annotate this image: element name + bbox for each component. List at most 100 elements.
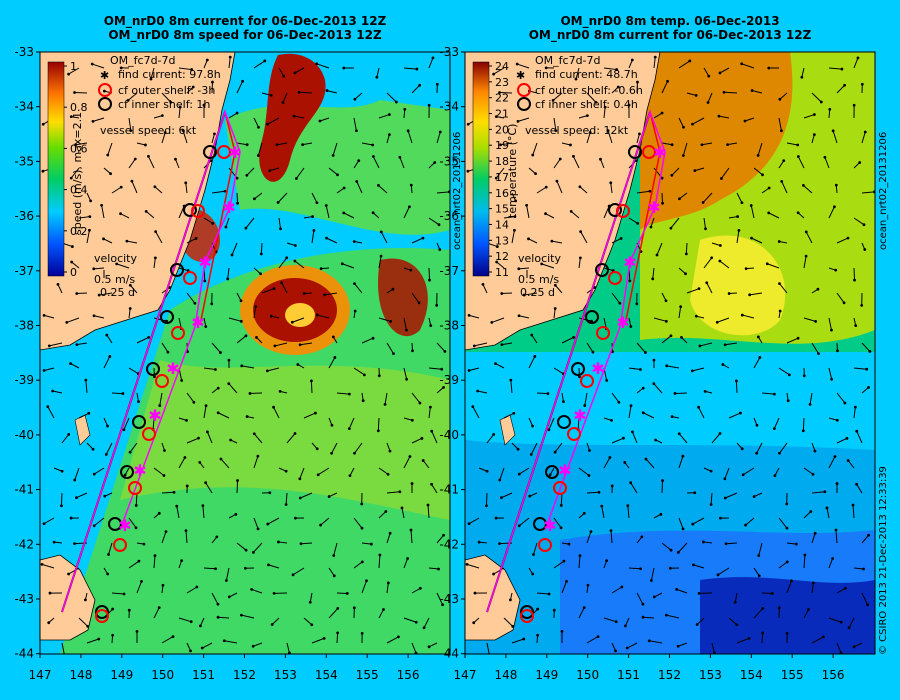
left-map: ✱ ✱ ✱ ✱ ✱ ✱ ✱ ✱ <box>40 52 450 654</box>
left-velocity-arrow-head <box>251 550 255 554</box>
right-velocity-arrow-head <box>629 325 633 328</box>
left-inner-shelf-marker <box>108 517 122 531</box>
left-velocity-arrow <box>411 587 421 594</box>
right-velocity-arrow-head <box>494 516 498 520</box>
left-velocity-arrow <box>52 390 63 394</box>
right-velocity-arrow-head <box>761 631 765 635</box>
right-velocity-arrow <box>654 592 663 598</box>
left-velocity-arrow <box>300 492 313 499</box>
left-velocity-arrow-head <box>360 502 364 506</box>
right-velocity-arrow <box>528 238 538 244</box>
left-velocity-arrow-head <box>67 72 71 76</box>
right-inner-shelf-marker <box>608 203 622 217</box>
left-velocity-arrow-head <box>172 490 176 494</box>
right-velocity-arrow-head <box>533 355 537 358</box>
left-y-tick-label: -37 <box>14 264 34 278</box>
right-y-tick-label: -44 <box>439 647 459 661</box>
right-velocity-arrow-head <box>465 563 469 566</box>
left-velocity-arrow <box>129 284 138 294</box>
left-velocity-arrow <box>202 642 213 649</box>
left-velocity-arrow <box>136 392 139 402</box>
right-velocity-arrow-head <box>839 651 843 654</box>
left-velocity-arrow <box>251 588 263 594</box>
right-velocity-arrow <box>803 184 813 194</box>
right-velocity-arrow <box>584 392 588 406</box>
right-velocity-arrow-head <box>692 563 695 567</box>
left-velocity-arrow-head <box>269 94 273 97</box>
right-velocity-scale: 0.5 m/s <box>518 273 559 286</box>
right-velocity-arrow-head <box>868 350 872 353</box>
right-velocity-arrow <box>631 431 638 444</box>
right-velocity-arrow-head <box>616 85 620 89</box>
right-velocity-arrow-head <box>819 100 823 104</box>
right-outer-shelf-marker <box>642 145 656 159</box>
left-velocity-arrow <box>386 533 391 544</box>
right-velocity-arrow <box>735 380 738 394</box>
right-velocity-arrow <box>578 555 581 569</box>
right-warm-core <box>640 52 793 230</box>
right-velocity-arrow <box>828 558 834 569</box>
left-velocity-arrow <box>236 81 244 94</box>
right-velocity-arrow-head <box>665 364 669 368</box>
right-velocity-arrow <box>828 417 838 421</box>
right-velocity-arrow-head <box>553 450 557 454</box>
left-velocity-arrow <box>253 60 266 69</box>
right-velocity-arrow-head <box>860 82 864 86</box>
right-velocity-arrow-head <box>813 449 817 453</box>
left-velocity-arrow-head <box>266 122 269 126</box>
left-velocity-arrow-head <box>200 646 204 650</box>
left-velocity-arrow-head <box>67 572 70 576</box>
left-velocity-arrow <box>136 142 146 146</box>
right-velocity-arrow-head <box>597 490 601 494</box>
right-velocity-arrow-head <box>605 559 609 563</box>
right-inner-shelf-marker <box>557 415 571 429</box>
left-outer-shelf-marker <box>95 609 109 623</box>
right-velocity-arrow <box>636 133 640 144</box>
right-velocity-arrow <box>751 90 763 94</box>
right-velocity-arrow-head <box>517 314 521 318</box>
left-find-current-marker: ✱ <box>148 406 161 425</box>
right-velocity-arrow-head <box>796 211 800 215</box>
right-velocity-arrow <box>578 607 585 619</box>
right-velocity-arrow <box>734 592 738 603</box>
right-velocity-arrow <box>511 192 517 202</box>
axis-ticks: -33 -33 -34 -34 -35 -35 -36 -36 -37 -37 -38 -38 -39 -… <box>14 45 844 682</box>
right-velocity-arrow-head <box>582 511 586 515</box>
left-velocity-arrow-head <box>342 66 346 70</box>
left-velocity-arrow <box>268 564 280 569</box>
right-x-tick-label: 152 <box>658 668 681 682</box>
right-velocity-arrow <box>627 505 630 519</box>
left-velocity-arrow-head <box>422 626 426 630</box>
left-velocity-arrow-head <box>291 573 295 577</box>
left-velocity-arrow <box>99 292 113 296</box>
left-velocity-arrow-head <box>382 608 385 611</box>
left-velocity-arrow-head <box>257 125 260 129</box>
right-velocity-arrow-head <box>652 382 656 386</box>
left-velocity-arrow-head <box>183 456 187 459</box>
left-velocity-arrow-head <box>314 411 317 415</box>
right-velocity-arrow <box>832 130 838 144</box>
right-velocity-arrow <box>753 492 763 498</box>
right-velocity-arrow <box>678 267 686 275</box>
left-velocity-arrow-head <box>60 504 63 508</box>
right-velocity-arrow-head <box>652 595 656 599</box>
right-velocity-arrow <box>577 417 580 430</box>
right-velocity-arrow-head <box>796 336 800 340</box>
right-velocity-arrow <box>727 142 738 146</box>
left-velocity-arrow-head <box>115 262 119 266</box>
left-velocity-arrow-head <box>219 457 223 461</box>
left-velocity-arrow-head <box>332 554 336 557</box>
left-velocity-arrow-head <box>69 176 73 180</box>
right-velocity-arrow-head <box>522 637 526 641</box>
right-velocity-arrow <box>826 507 830 519</box>
left-velocity-arrow-head <box>288 651 291 654</box>
left-velocity-arrow-head <box>147 335 151 339</box>
left-velocity-arrow <box>203 217 213 224</box>
left-velocity-arrow-head <box>161 583 165 587</box>
right-velocity-arrow <box>717 317 730 323</box>
left-velocity-arrow-head <box>400 506 404 510</box>
right-velocity-arrow-head <box>715 320 719 324</box>
right-velocity-arrow-head <box>867 386 870 389</box>
right-velocity-arrow-head <box>811 581 815 585</box>
right-y-tick-label: -33 <box>439 45 459 59</box>
